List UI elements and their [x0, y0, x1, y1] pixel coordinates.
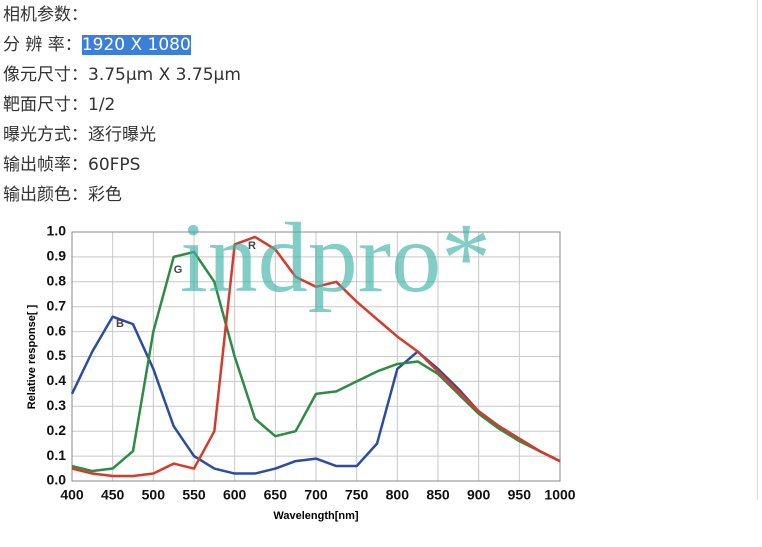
- series-label: R: [248, 240, 256, 252]
- spec-value: 3.75μm X 3.75μm: [88, 65, 241, 85]
- y-tick-label: 0.6: [47, 322, 67, 338]
- y-tick-label: 0.9: [47, 248, 67, 264]
- y-tick-label: 0.2: [47, 422, 67, 438]
- x-tick-label: 550: [182, 487, 206, 503]
- spec-list: 相机参数： 分 辨 率：1920 X 1080 像元尺寸：3.75μm X 3.7…: [3, 2, 241, 212]
- title: 相机参数：: [3, 5, 88, 25]
- x-tick-label: 650: [264, 487, 288, 503]
- series-line: [71, 250, 561, 473]
- y-axis-title: Relative response[ ]: [26, 304, 38, 409]
- y-tick-label: 0.7: [47, 297, 67, 313]
- x-tick-label: 400: [60, 487, 84, 503]
- spec-value: 1920 X 1080: [81, 35, 191, 55]
- divider: [757, 0, 758, 500]
- y-tick-label: 0.5: [47, 347, 67, 363]
- watermark: indpro*: [180, 202, 491, 313]
- spec-label: 靶面尺寸：: [3, 95, 88, 115]
- x-tick-label: 950: [508, 487, 532, 503]
- spec-row: 输出帧率：60FPS: [3, 152, 241, 182]
- y-tick-label: 0.0: [47, 472, 67, 488]
- spec-value: 逐行曝光: [88, 125, 156, 145]
- spec-label: 分 辨 率：: [3, 35, 82, 55]
- x-tick-label: 450: [101, 487, 125, 503]
- x-tick-label: 800: [386, 487, 410, 503]
- x-tick-label: 750: [345, 487, 369, 503]
- y-tick-label: 0.8: [47, 273, 67, 289]
- y-tick-label: 0.3: [47, 397, 67, 413]
- series-label: G: [174, 264, 183, 276]
- spec-label: 输出颜色：: [3, 185, 88, 205]
- spec-row: 像元尺寸：3.75μm X 3.75μm: [3, 62, 241, 92]
- x-tick-label: 500: [142, 487, 166, 503]
- spec-label: 曝光方式：: [3, 125, 88, 145]
- spec-value: 彩色: [88, 185, 122, 205]
- plot-border: [71, 231, 561, 482]
- series-line: [71, 235, 561, 478]
- y-tick-label: 1.0: [47, 223, 67, 239]
- x-tick-label: 700: [304, 487, 328, 503]
- spec-row: 靶面尺寸：1/2: [3, 92, 241, 122]
- spec-row: 曝光方式：逐行曝光: [3, 122, 241, 152]
- series-label: B: [116, 318, 124, 330]
- x-axis-title: Wavelength[nm]: [273, 510, 358, 522]
- spec-row: 输出颜色：彩色: [3, 182, 241, 212]
- spec-row: 分 辨 率：1920 X 1080: [3, 32, 241, 62]
- spec-value: 1/2: [88, 95, 116, 115]
- spec-label: 输出帧率：: [3, 155, 88, 175]
- spec-value: 60FPS: [88, 155, 141, 175]
- y-tick-label: 0.1: [47, 447, 67, 463]
- spec-label: 像元尺寸：: [3, 65, 88, 85]
- x-tick-label: 850: [426, 487, 450, 503]
- y-tick-label: 0.4: [47, 372, 67, 388]
- x-tick-label: 600: [223, 487, 247, 503]
- x-tick-label: 900: [467, 487, 491, 503]
- x-tick-label: 1000: [544, 487, 575, 503]
